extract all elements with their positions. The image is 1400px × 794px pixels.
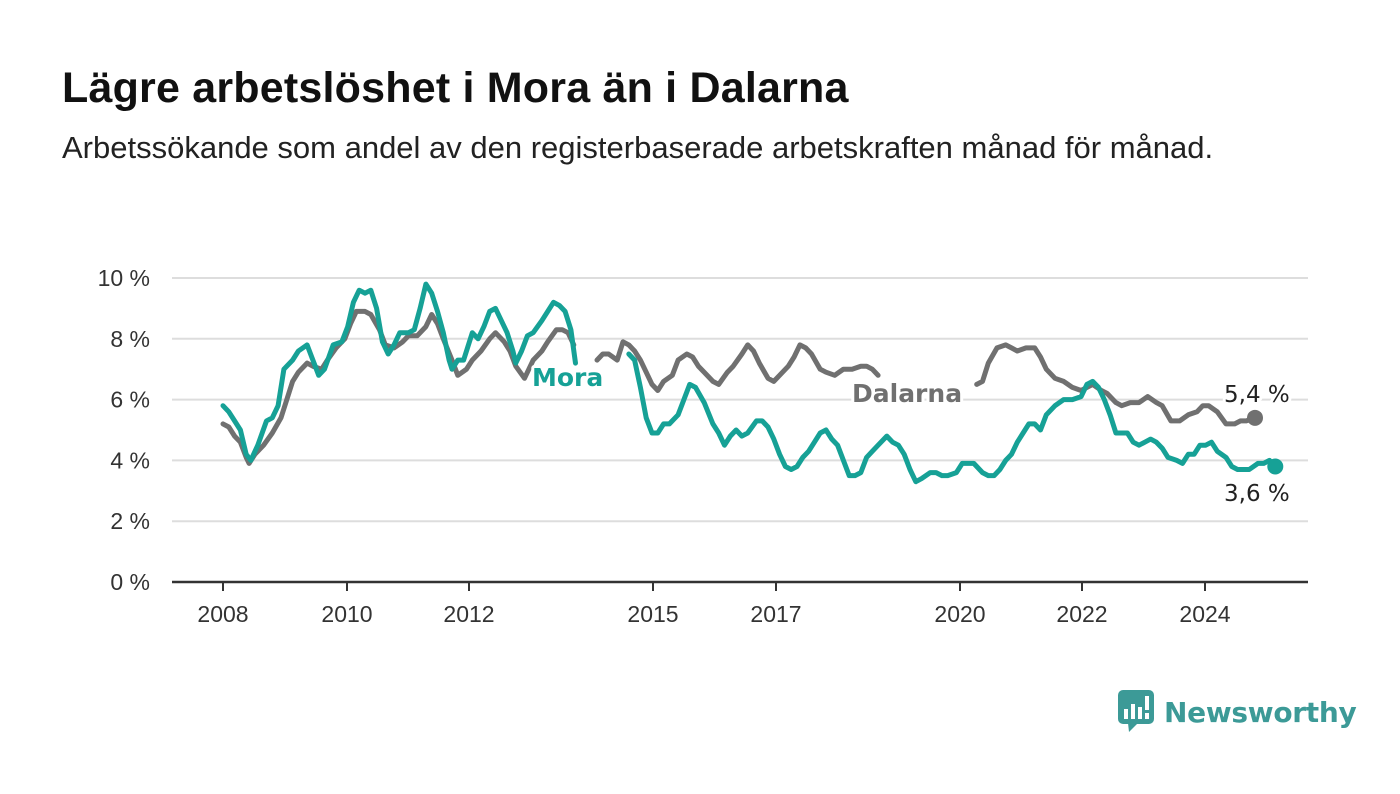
series-line-dalarna (594, 339, 881, 393)
x-tick-label: 2017 (750, 601, 801, 627)
newsworthy-logo: Newsworthy (1118, 690, 1357, 734)
y-axis-ticks: 0 % 2 % 4 % 6 % 8 % 10 % (98, 265, 150, 595)
gridlines (172, 277, 1308, 584)
newsworthy-brand: Newsworthy (1164, 695, 1357, 729)
y-tick-label: 6 % (110, 387, 150, 413)
y-tick-label: 0 % (110, 569, 150, 595)
x-tick-label: 2015 (627, 601, 678, 627)
x-tick-label: 2010 (321, 601, 372, 627)
series-line-mora (626, 351, 1278, 485)
series-label-mora: Mora (532, 363, 603, 392)
page-subtitle: Arbetssökande som andel av den registerb… (62, 130, 1214, 165)
series-line-mora (220, 281, 578, 463)
x-tick-label: 2012 (443, 601, 494, 627)
x-tick-label: 2008 (197, 601, 248, 627)
x-axis-ticks: 2008 2010 2012 2015 2017 2020 2022 2024 (197, 582, 1231, 627)
y-tick-label: 8 % (110, 326, 150, 352)
series-label-dalarna: Dalarna (852, 379, 962, 408)
y-tick-label: 4 % (110, 447, 150, 473)
end-label-mora: 3,6 % (1224, 481, 1290, 507)
x-tick-label: 2022 (1056, 601, 1107, 627)
series-line-dalarna (974, 342, 1258, 427)
newsworthy-logo-icon (1118, 690, 1154, 732)
series-lines (220, 281, 1284, 485)
end-marker-dalarna (1247, 409, 1263, 426)
page-title: Lägre arbetslöshet i Mora än i Dalarna (62, 64, 849, 112)
series-labels: Mora Dalarna 5,4 % 3,6 % (529, 360, 1293, 510)
y-tick-label: 10 % (98, 265, 150, 291)
end-label-dalarna: 5,4 % (1224, 382, 1290, 408)
x-tick-label: 2024 (1179, 601, 1230, 627)
x-tick-label: 2020 (934, 601, 985, 627)
end-marker-mora (1267, 458, 1284, 475)
y-tick-label: 2 % (110, 508, 150, 534)
